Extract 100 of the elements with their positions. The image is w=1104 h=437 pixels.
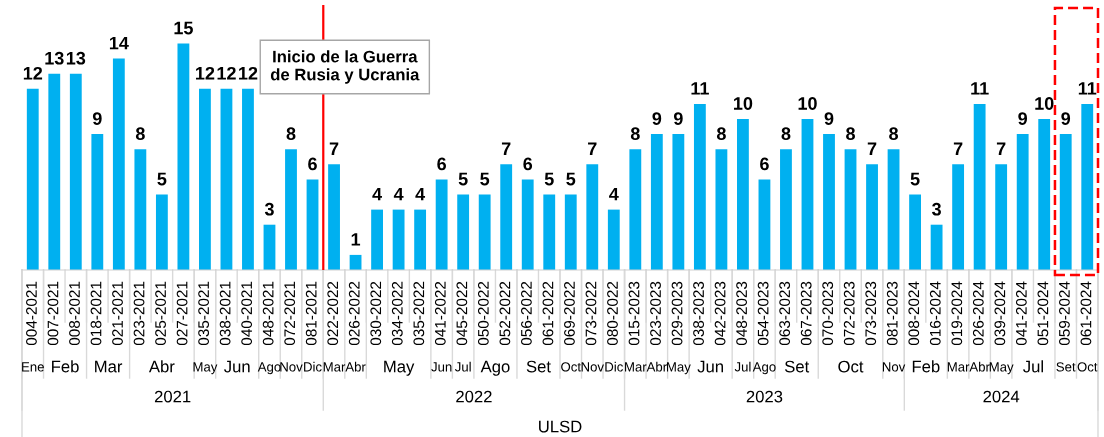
bar	[586, 164, 599, 270]
x-tick-label: 025-2021	[155, 281, 166, 346]
data-label: 9	[1018, 112, 1028, 125]
data-label: 7	[996, 142, 1006, 155]
data-label: 5	[910, 172, 920, 186]
text: Dic	[605, 361, 623, 372]
text: Set	[784, 360, 810, 373]
text: Jun	[697, 360, 723, 373]
bar	[199, 88, 211, 270]
x-tick-label: 041-2024	[1015, 281, 1027, 346]
data-label: 6	[437, 157, 447, 171]
bar	[328, 164, 340, 270]
text: Mar	[323, 362, 346, 372]
bar	[285, 149, 297, 270]
bar	[91, 134, 104, 270]
bar	[866, 164, 878, 270]
x-tick-label: 008-2024	[908, 281, 920, 346]
bar	[564, 194, 577, 270]
data-label: 8	[846, 127, 855, 141]
bar	[263, 224, 276, 270]
text: Set	[526, 360, 551, 373]
data-label: 13	[45, 51, 64, 65]
data-label: 1	[351, 233, 361, 246]
bar	[801, 119, 814, 270]
bar	[780, 149, 792, 270]
data-label: 11	[971, 82, 989, 95]
text: Mar	[625, 362, 647, 372]
text: May	[989, 362, 1014, 375]
text: 2024	[983, 390, 1020, 403]
bar	[306, 179, 319, 270]
data-label: 7	[588, 142, 597, 155]
text: Oct	[838, 360, 864, 373]
text: Ago	[752, 362, 776, 375]
data-label: 11	[1078, 82, 1097, 95]
x-tick-label: 026-2024	[972, 281, 984, 346]
x-tick-label: 048-2021	[262, 281, 274, 346]
bar	[457, 194, 470, 270]
bar	[952, 164, 965, 270]
bar	[629, 149, 642, 270]
text: Oct	[1077, 362, 1098, 372]
x-tick-label: 021-2021	[112, 281, 123, 346]
text: Ago	[257, 362, 281, 375]
x-tick-label: 041-2022	[434, 281, 446, 346]
text: May	[666, 362, 691, 375]
text: Jun	[431, 362, 452, 372]
x-tick-label: 042-2023	[714, 281, 726, 346]
bar	[693, 103, 706, 270]
bar	[242, 88, 254, 270]
x-tick-label: 026-2022	[348, 281, 360, 346]
data-label: 10	[1035, 97, 1054, 110]
x-tick-label: 039-2024	[994, 281, 1006, 346]
data-label: 4	[609, 187, 619, 201]
bar	[500, 164, 513, 270]
x-tick-label: 038-2021	[219, 281, 231, 346]
x-tick-label: 004-2021	[26, 281, 37, 346]
data-label: 5	[544, 172, 554, 186]
data-label: 7	[953, 142, 963, 155]
data-label: 5	[566, 172, 576, 186]
data-label: 9	[92, 112, 102, 125]
text: Abr	[969, 361, 990, 372]
data-label: 13	[66, 51, 86, 65]
bar	[1038, 119, 1051, 270]
bar	[607, 209, 620, 270]
bar	[973, 103, 986, 270]
data-label: 12	[217, 66, 236, 80]
data-label: 6	[523, 157, 533, 171]
x-tick-label: 073-2023	[865, 281, 877, 346]
data-label: 12	[23, 66, 43, 80]
bar	[435, 179, 448, 270]
x-tick-label: 054-2023	[757, 281, 769, 346]
data-label: 8	[286, 127, 296, 141]
x-tick-label: 081-2023	[886, 281, 898, 346]
text: Set	[1056, 362, 1076, 372]
x-tick-label: 072-2021	[284, 281, 296, 346]
x-tick-label: 035-2022	[413, 281, 425, 346]
data-label: 4	[415, 187, 426, 201]
bar	[737, 119, 749, 270]
data-label: 7	[867, 142, 877, 155]
data-label: 5	[157, 172, 167, 186]
x-tick-label: 035-2021	[198, 281, 210, 346]
data-label: 9	[1061, 112, 1071, 125]
text: Mar	[95, 360, 123, 373]
x-tick-label: 063-2023	[779, 281, 791, 346]
x-tick-label: 022-2022	[327, 281, 339, 346]
bar	[887, 149, 900, 270]
data-label: 12	[196, 66, 215, 80]
x-tick-label: 027-2021	[176, 281, 188, 346]
bar	[758, 179, 771, 270]
x-tick-label: 016-2024	[929, 281, 941, 346]
x-tick-label: 067-2023	[800, 281, 812, 346]
x-tick-label: 051-2024	[1037, 281, 1049, 346]
bar	[1016, 134, 1029, 270]
x-tick-label: 061-2024	[1080, 281, 1092, 346]
x-tick-label: 030-2022	[370, 281, 382, 346]
bar	[1081, 103, 1094, 270]
data-label: 4	[393, 187, 404, 201]
x-tick-label: 034-2022	[391, 281, 403, 346]
x-tick-label: 073-2022	[585, 281, 597, 346]
data-label: 10	[734, 97, 753, 110]
data-label: 15	[174, 21, 193, 35]
